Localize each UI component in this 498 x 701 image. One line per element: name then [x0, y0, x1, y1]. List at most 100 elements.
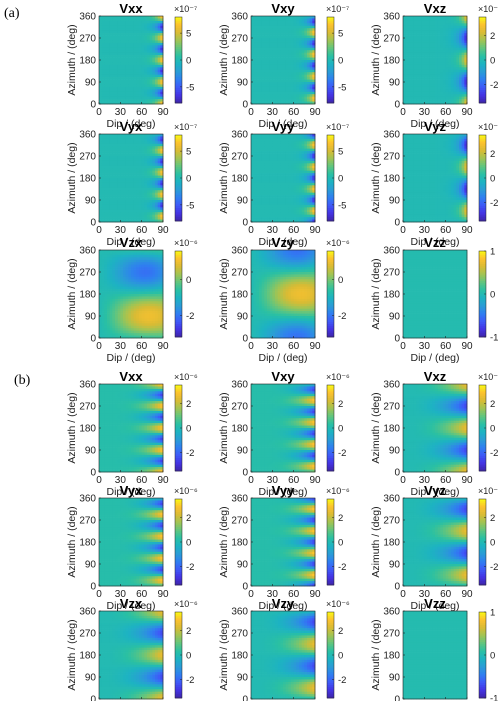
heatmap-cell — [408, 60, 412, 63]
heatmap-cell — [307, 209, 311, 213]
heatmap-cell — [456, 134, 460, 137]
colorbar-segment — [479, 94, 486, 97]
heatmap-cell — [435, 91, 439, 95]
heatmap-cell — [253, 192, 257, 196]
heatmap-cell — [155, 101, 159, 105]
heatmap-cell — [451, 52, 455, 56]
heatmap-cell — [427, 148, 431, 152]
heatmap-cell — [267, 60, 271, 63]
heatmap-cell — [301, 190, 305, 194]
heatmap-cell — [253, 52, 257, 56]
heatmap-cell — [141, 94, 145, 98]
heatmap-cell — [443, 35, 447, 39]
heatmap-cell — [427, 47, 431, 51]
heatmap-cell — [443, 156, 447, 159]
colorbar-segment — [175, 218, 182, 222]
colorbar-tick-label: 5 — [186, 29, 191, 40]
heatmap-cell — [461, 148, 465, 152]
heatmap-cell — [261, 77, 265, 80]
heatmap-cell — [451, 62, 455, 66]
colorbar-segment — [327, 40, 334, 44]
heatmap-cell — [144, 101, 148, 105]
heatmap-cell — [123, 202, 127, 206]
heatmap-cell — [155, 25, 159, 29]
heatmap-cell — [141, 79, 145, 83]
heatmap-cell — [451, 153, 455, 157]
heatmap-cell — [253, 28, 257, 32]
heatmap-cell — [125, 38, 129, 41]
heatmap-cell — [112, 204, 116, 208]
heatmap-cell — [264, 18, 268, 22]
heatmap-cell — [155, 165, 159, 169]
heatmap-cell — [141, 23, 145, 27]
heatmap-cell — [419, 84, 423, 88]
heatmap-cell — [408, 146, 412, 150]
heatmap-cell — [269, 148, 273, 152]
heatmap-cell — [405, 165, 409, 169]
heatmap-cell — [453, 94, 457, 98]
heatmap-cell — [272, 180, 276, 184]
heatmap-cell — [427, 40, 431, 44]
heatmap-cell — [280, 202, 284, 206]
heatmap-cell — [141, 212, 145, 216]
heatmap-cell — [296, 47, 300, 51]
heatmap-cell — [459, 143, 463, 147]
heatmap-cell — [125, 187, 129, 191]
heatmap-cell — [123, 192, 127, 196]
heatmap-cell — [157, 214, 161, 218]
heatmap-cell — [309, 192, 313, 196]
heatmap-cell — [109, 35, 113, 39]
heatmap-cell — [464, 50, 468, 54]
heatmap-cell — [251, 82, 255, 85]
heatmap-cell — [307, 35, 311, 39]
heatmap-cell — [459, 79, 463, 83]
heatmap-cell — [99, 77, 103, 80]
heatmap-cell — [112, 153, 116, 157]
heatmap-cell — [261, 185, 265, 189]
heatmap-cell — [251, 42, 255, 46]
heatmap-cell — [115, 165, 119, 169]
heatmap-cell — [112, 89, 116, 93]
heatmap-cell — [411, 101, 415, 105]
heatmap-cell — [309, 178, 313, 181]
heatmap-cell — [277, 55, 281, 58]
heatmap-cell — [301, 158, 305, 162]
heatmap-cell — [408, 64, 412, 68]
heatmap-cell — [291, 209, 295, 213]
heatmap-cell — [117, 209, 121, 213]
heatmap-cell — [251, 33, 255, 36]
heatmap-cell — [123, 212, 127, 216]
heatmap-cell — [104, 156, 108, 159]
heatmap-cell — [261, 69, 265, 73]
heatmap-cell — [112, 190, 116, 194]
heatmap-cell — [408, 42, 412, 46]
heatmap-cell — [157, 141, 161, 145]
heatmap-cell — [141, 141, 145, 145]
heatmap-cell — [256, 200, 260, 203]
heatmap-cell — [291, 55, 295, 58]
heatmap-cell — [117, 170, 121, 174]
heatmap-cell — [464, 57, 468, 61]
heatmap-cell — [101, 136, 105, 140]
heatmap-cell — [253, 84, 257, 88]
heatmap-cell — [285, 136, 289, 140]
heatmap-cell — [307, 25, 311, 29]
heatmap-cell — [131, 84, 135, 88]
heatmap-cell — [427, 91, 431, 95]
heatmap-cell — [128, 134, 132, 137]
heatmap-cell — [259, 67, 263, 71]
heatmap-cell — [256, 23, 260, 27]
heatmap-cell — [128, 67, 132, 71]
heatmap-cell — [448, 57, 452, 61]
heatmap-cell — [136, 160, 140, 164]
heatmap-cell — [419, 45, 423, 49]
heatmap-cell — [451, 89, 455, 93]
heatmap-cell — [288, 30, 292, 34]
heatmap-cell — [144, 200, 148, 203]
heatmap-cell — [259, 23, 263, 27]
heatmap-cell — [144, 52, 148, 56]
heatmap-cell — [309, 146, 313, 150]
heatmap-cell — [312, 57, 316, 61]
heatmap-cell — [256, 35, 260, 39]
heatmap-cell — [307, 143, 311, 147]
